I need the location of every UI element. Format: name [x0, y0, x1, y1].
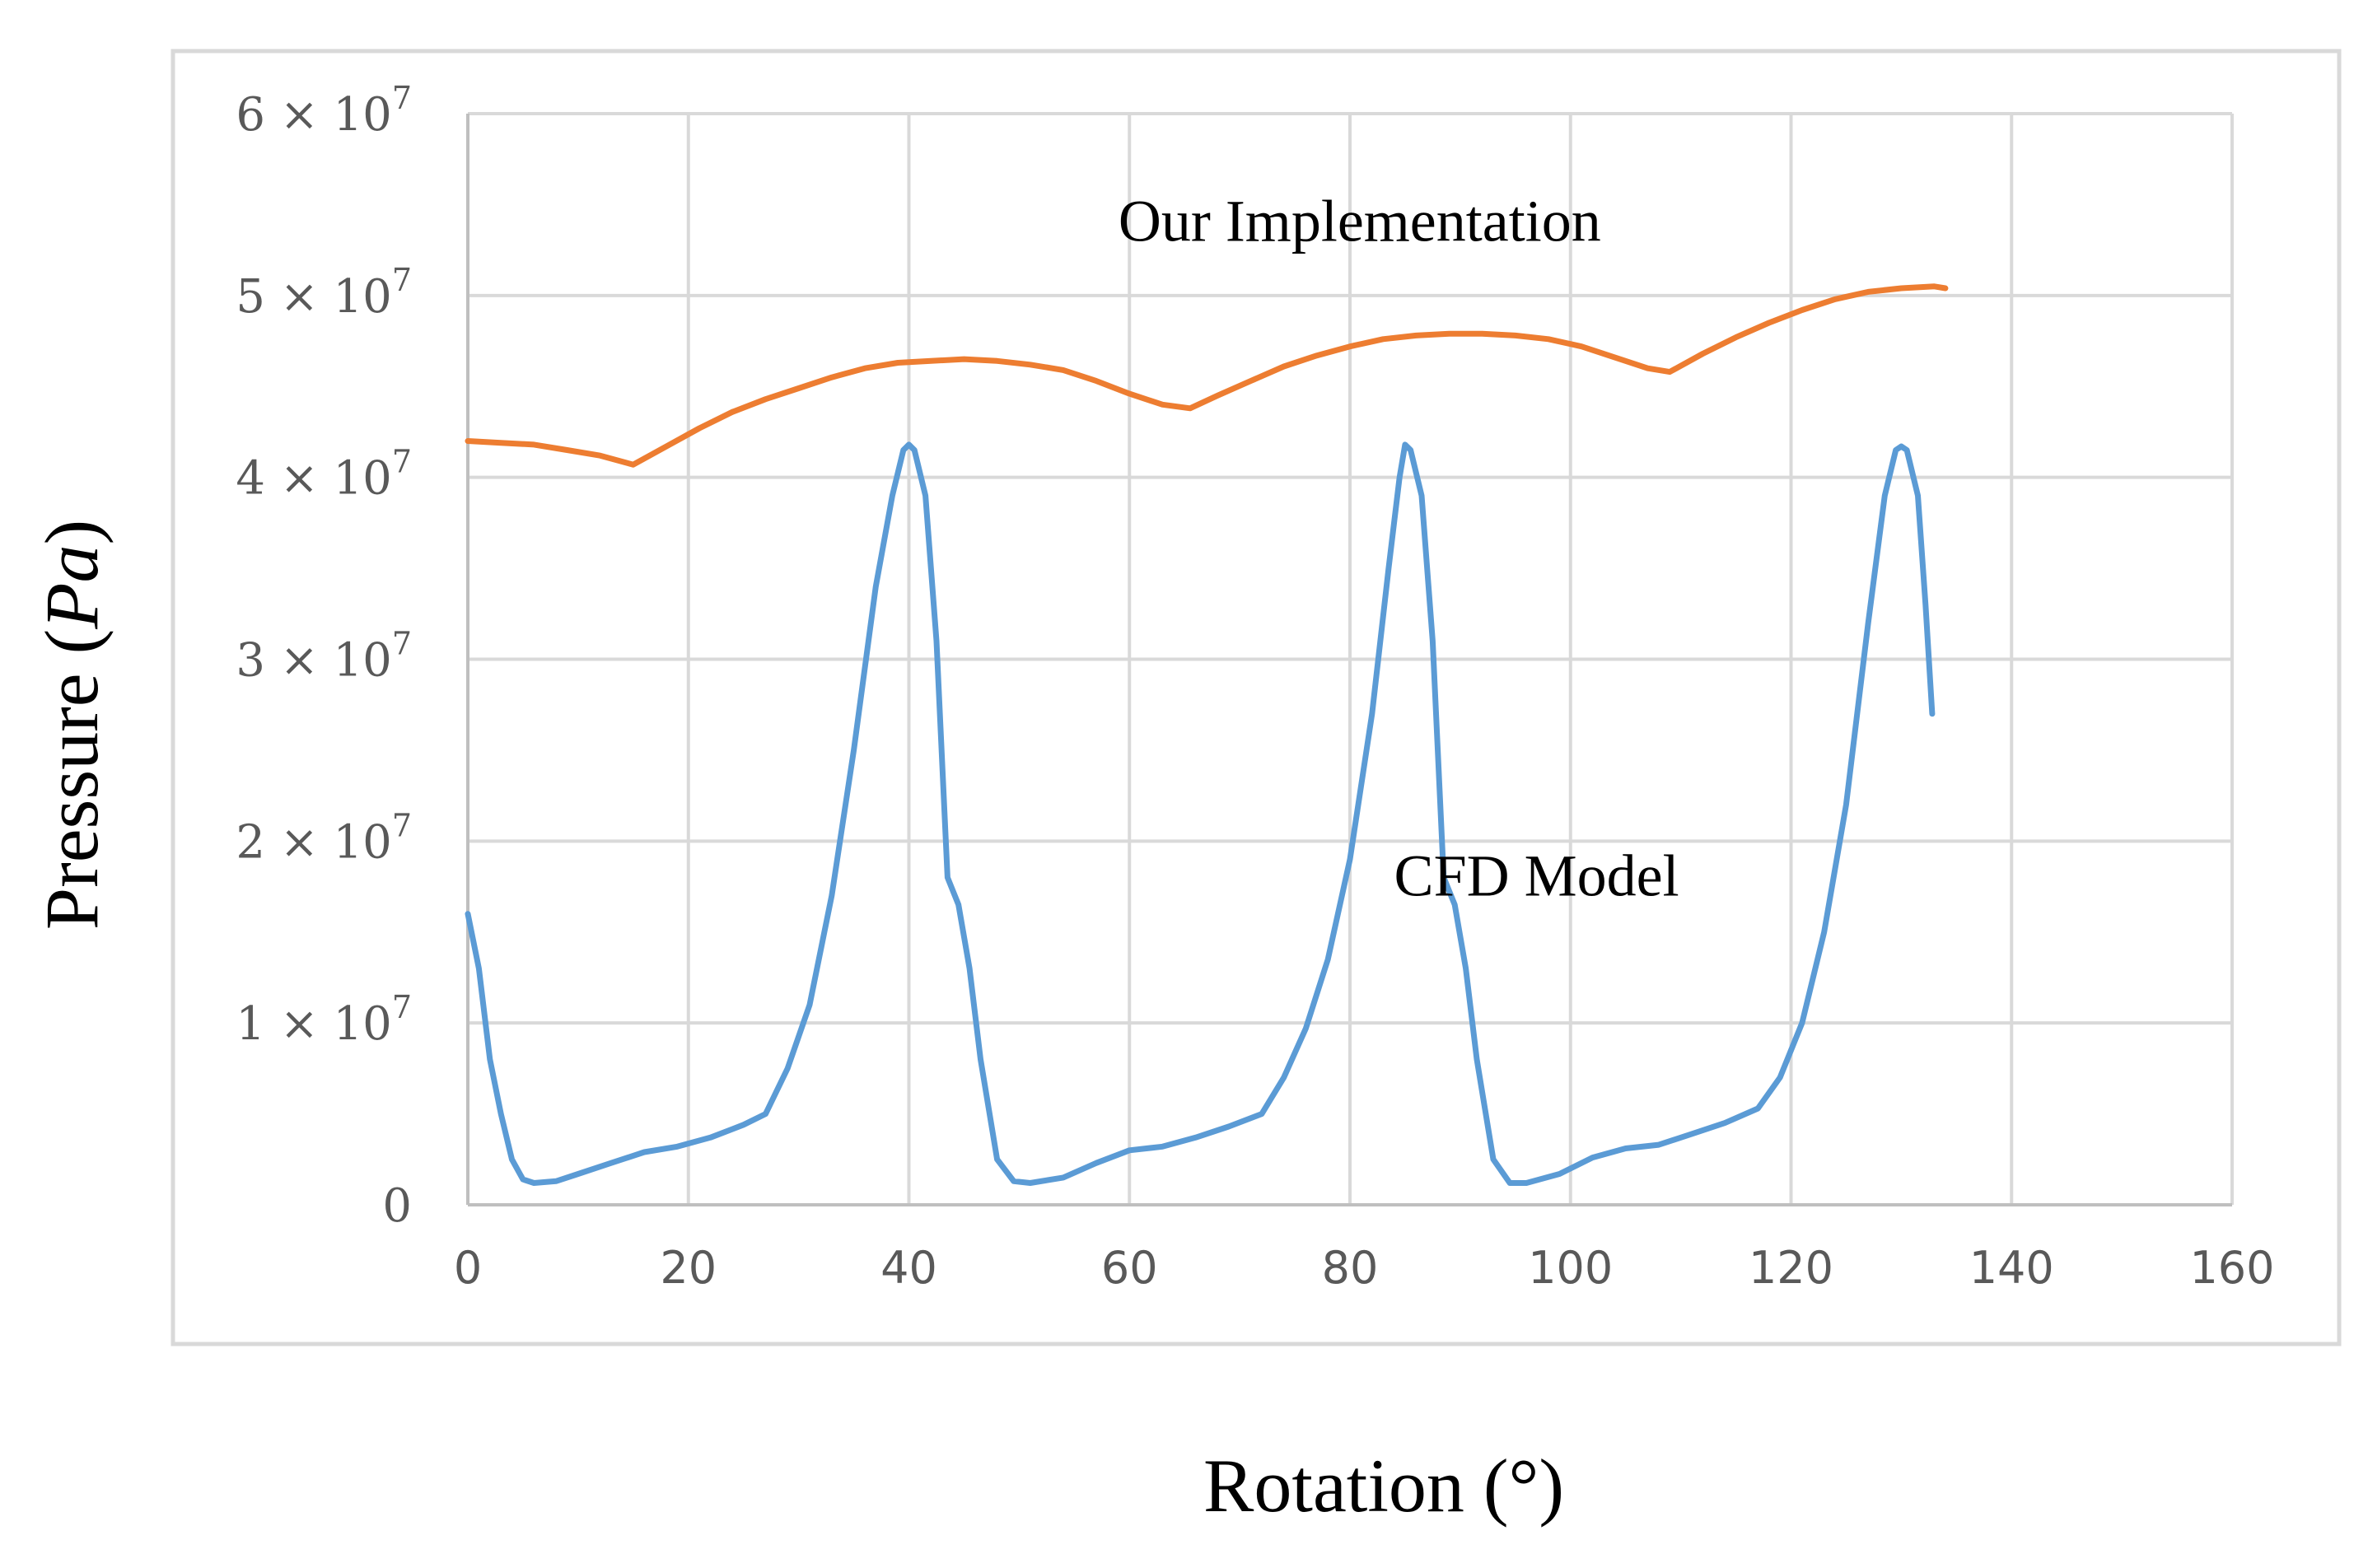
y-axis-title-text: Pressure ( [30, 629, 114, 930]
x-tick-labels: 0 20 40 60 80 100 120 140 160 [454, 1242, 2275, 1294]
x-tick-label: 40 [880, 1242, 937, 1294]
x-tick-label: 60 [1101, 1242, 1158, 1294]
series-label-our-implementation: Our Implementation [1119, 189, 1601, 254]
y-axis-title-close: ) [30, 520, 114, 545]
x-tick-label: 140 [1969, 1242, 2054, 1294]
y-tick-labels: 0 1 × 107 2 × 107 3 × 107 4 × 107 5 × 107 6 × … [236, 80, 412, 1233]
y-tick-label: 4 × 107 [236, 444, 412, 506]
y-tick-label: 0 [382, 1179, 412, 1233]
x-tick-label: 0 [454, 1242, 482, 1294]
axes [466, 114, 2232, 1206]
y-axis-title: Pressure (Pa) [30, 520, 114, 930]
x-tick-label: 120 [1749, 1242, 1833, 1294]
chart-frame [170, 49, 2342, 1346]
y-axis-title-unit: Pa [30, 545, 114, 630]
series-line-our-implementation [465, 283, 1949, 468]
series-lines [465, 283, 1949, 1186]
y-tick-label: 2 × 107 [236, 807, 412, 869]
series-label-cfd-model: CFD Model [1394, 843, 1679, 909]
y-tick-label: 5 × 107 [236, 262, 412, 324]
x-tick-label: 20 [660, 1242, 717, 1294]
y-tick-label: 6 × 107 [236, 80, 412, 142]
y-tick-label: 1 × 107 [236, 989, 412, 1051]
x-tick-label: 160 [2189, 1242, 2274, 1294]
x-axis-title: Rotation (°) [1203, 1444, 1564, 1528]
series-line-cfd-model [465, 441, 1936, 1186]
x-tick-label: 80 [1322, 1242, 1379, 1294]
x-tick-label: 100 [1528, 1242, 1613, 1294]
y-tick-label: 3 × 107 [236, 626, 412, 688]
